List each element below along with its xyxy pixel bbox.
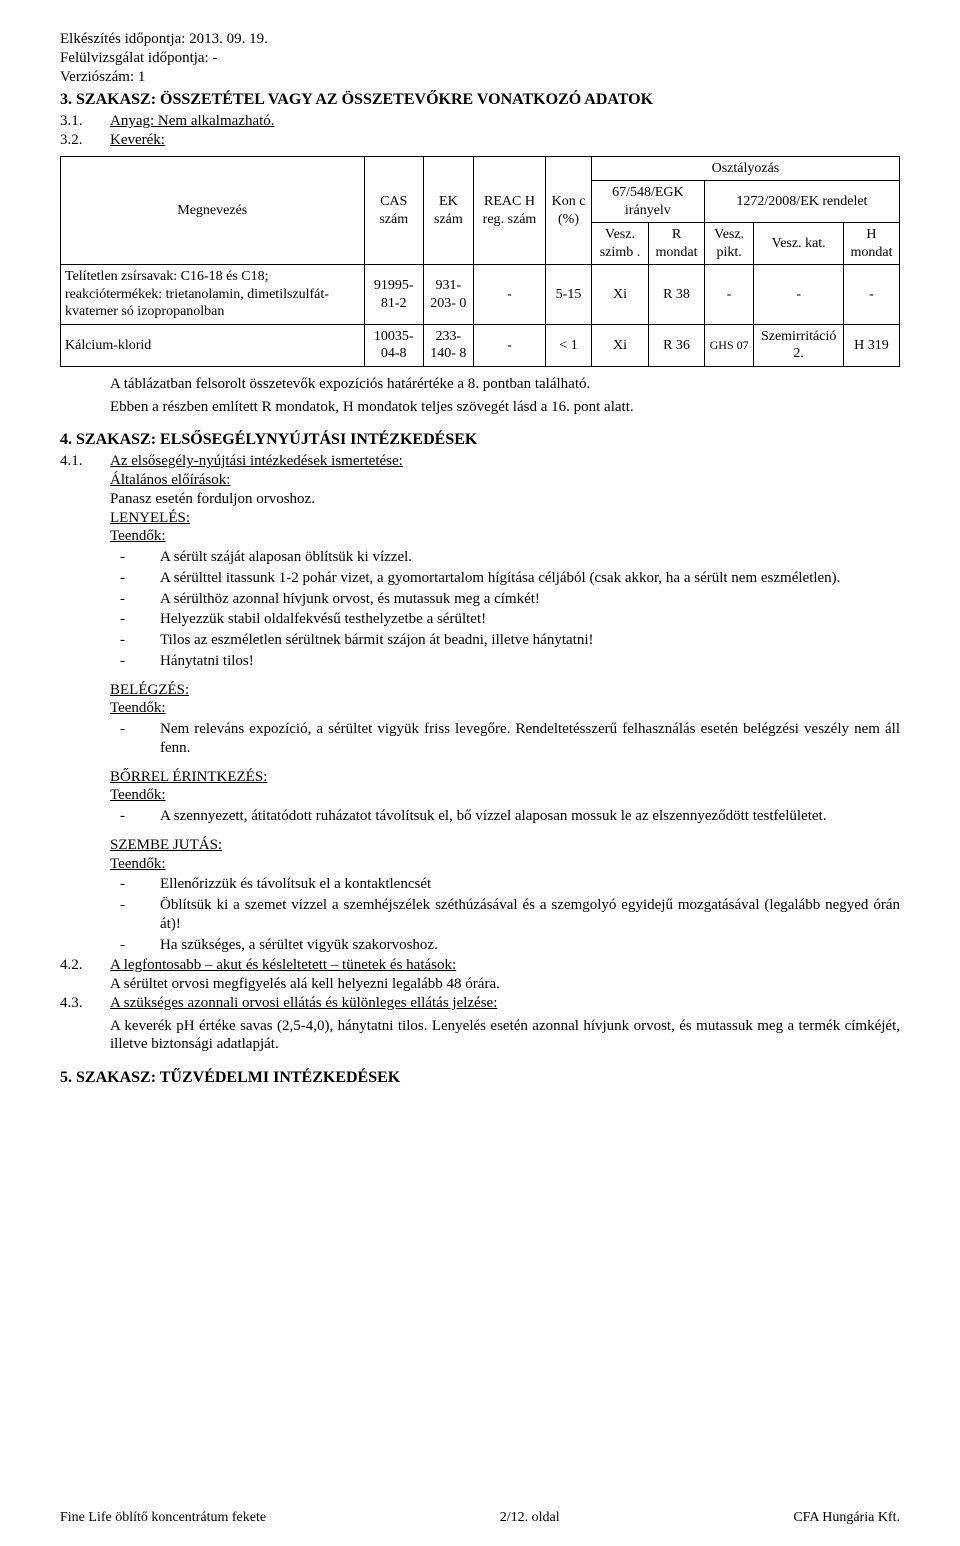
section4-title: 4. SZAKASZ: ELSŐSEGÉLYNYÚJTÁSI INTÉZKEDÉ… [60, 430, 900, 450]
teendok-2: Teendők: [110, 700, 166, 716]
cell-cas: 10035- 04-8 [364, 324, 423, 366]
th-egk: 67/548/EGK irányelv [591, 181, 704, 223]
cell-szimb: Xi [591, 265, 648, 325]
inhale-label: BELÉGZÉS: [110, 682, 189, 698]
general-txt: Panasz esetén forduljon orvoshoz. [110, 490, 900, 509]
section3-1-num: 3.1. [60, 112, 110, 131]
section4-2-body: A sérültet orvosi megfigyelés alá kell h… [110, 975, 900, 994]
th-ek: EK szám [423, 156, 473, 265]
th-rmondat: R mondat [649, 223, 705, 265]
cell-konc: 5-15 [546, 265, 592, 325]
cell-pikt: - [704, 265, 754, 325]
footer-right: CFA Hungária Kft. [793, 1509, 900, 1527]
section4-3-txt: A szükséges azonnali orvosi ellátás és k… [110, 995, 497, 1011]
swallow-item: Helyezzük stabil oldalfekvésű testhelyze… [160, 610, 900, 629]
eye-item: Ellenőrizzük és távolítsuk el a kontaktl… [160, 875, 900, 894]
table-row: Kálcium-klorid 10035- 04-8 233-140- 8 - … [61, 324, 900, 366]
eye-label: SZEMBE JUTÁS: [110, 837, 222, 853]
cell-r: R 36 [649, 324, 705, 366]
cell-pikt: GHS 07 [704, 324, 754, 366]
general-label: Általános előírások: [110, 472, 230, 488]
cell-kat: - [754, 265, 844, 325]
th-megnev: Megnevezés [61, 156, 365, 265]
cell-megnev: Telítetlen zsírsavak: C16-18 és C18; rea… [61, 265, 365, 325]
swallow-item: A sérülthöz azonnal hívjunk orvost, és m… [160, 590, 900, 609]
cell-h: H 319 [843, 324, 899, 366]
header-version: Verziószám: 1 [60, 68, 900, 87]
cell-h: - [843, 265, 899, 325]
section4-1-txt: Az elsősegély-nyújtási intézkedések isme… [110, 453, 403, 469]
section4-3-num: 4.3. [60, 994, 110, 1013]
section4-3-body: A keverék pH értéke savas (2,5-4,0), hán… [110, 1017, 900, 1055]
header-revised: Felülvizsgálat időpontja: - [60, 49, 900, 68]
swallow-label: LENYELÉS: [110, 510, 190, 526]
cell-reach: - [473, 265, 545, 325]
section3-title: 3. SZAKASZ: ÖSSZETÉTEL VAGY AZ ÖSSZETEVŐ… [60, 90, 900, 110]
section4-2-num: 4.2. [60, 956, 110, 975]
th-konc: Kon c (%) [546, 156, 592, 265]
th-cas: CAS szám [364, 156, 423, 265]
cell-reach: - [473, 324, 545, 366]
skin-item: A szennyezett, átitatódott ruházatot táv… [160, 807, 900, 826]
teendok-4: Teendők: [110, 856, 166, 872]
section5-title: 5. SZAKASZ: TŰZVÉDELMI INTÉZKEDÉSEK [60, 1068, 900, 1088]
eye-item: Ha szükséges, a sérültet vigyük szakorvo… [160, 936, 900, 955]
swallow-item: Tilos az eszméletlen sérültnek bármit sz… [160, 631, 900, 650]
cell-cas: 91995- 81-2 [364, 265, 423, 325]
section3-note1: A táblázatban felsorolt összetevők expoz… [110, 375, 900, 394]
section3-2-num: 3.2. [60, 131, 110, 150]
header-prepared: Elkészítés időpontja: 2013. 09. 19. [60, 30, 900, 49]
th-reach: REAC H reg. szám [473, 156, 545, 265]
section4-2-txt: A legfontosabb – akut és késleltetett – … [110, 957, 456, 973]
composition-table: Megnevezés CAS szám EK szám REAC H reg. … [60, 156, 900, 367]
th-szimb: Vesz. szimb . [591, 223, 648, 265]
cell-kat: Szemirritáció 2. [754, 324, 844, 366]
eye-item: Öblítsük ki a szemet vízzel a szemhéjszé… [160, 896, 900, 934]
cell-ek: 931-203- 0 [423, 265, 473, 325]
section3-note2: Ebben a részben említett R mondatok, H m… [110, 398, 900, 417]
table-row: Telítetlen zsírsavak: C16-18 és C18; rea… [61, 265, 900, 325]
footer-left: Fine Life öblítő koncentrátum fekete [60, 1509, 266, 1527]
th-pikt: Vesz. pikt. [704, 223, 754, 265]
section3-2-txt: Keverék: [110, 132, 165, 148]
footer-center: 2/12. oldal [500, 1509, 560, 1527]
th-oszt: Osztályozás [591, 156, 899, 181]
swallow-item: A sérült száját alaposan öblítsük ki víz… [160, 548, 900, 567]
swallow-item: A sérülttel itassunk 1-2 pohár vizet, a … [160, 569, 900, 588]
skin-label: BŐRREL ÉRINTKEZÉS: [110, 769, 267, 785]
cell-r: R 38 [649, 265, 705, 325]
inhale-item: Nem releváns expozíció, a sérültet vigyü… [160, 720, 900, 758]
teendok-1: Teendők: [110, 528, 166, 544]
cell-szimb: Xi [591, 324, 648, 366]
cell-ek: 233-140- 8 [423, 324, 473, 366]
teendok-3: Teendők: [110, 787, 166, 803]
th-rendelet: 1272/2008/EK rendelet [704, 181, 899, 223]
swallow-item: Hánytatni tilos! [160, 652, 900, 671]
cell-megnev: Kálcium-klorid [61, 324, 365, 366]
th-hmondat: H mondat [843, 223, 899, 265]
cell-konc: < 1 [546, 324, 592, 366]
section4-1-num: 4.1. [60, 452, 110, 471]
th-kat: Vesz. kat. [754, 223, 844, 265]
section3-1-txt: Anyag: Nem alkalmazható. [110, 113, 275, 129]
